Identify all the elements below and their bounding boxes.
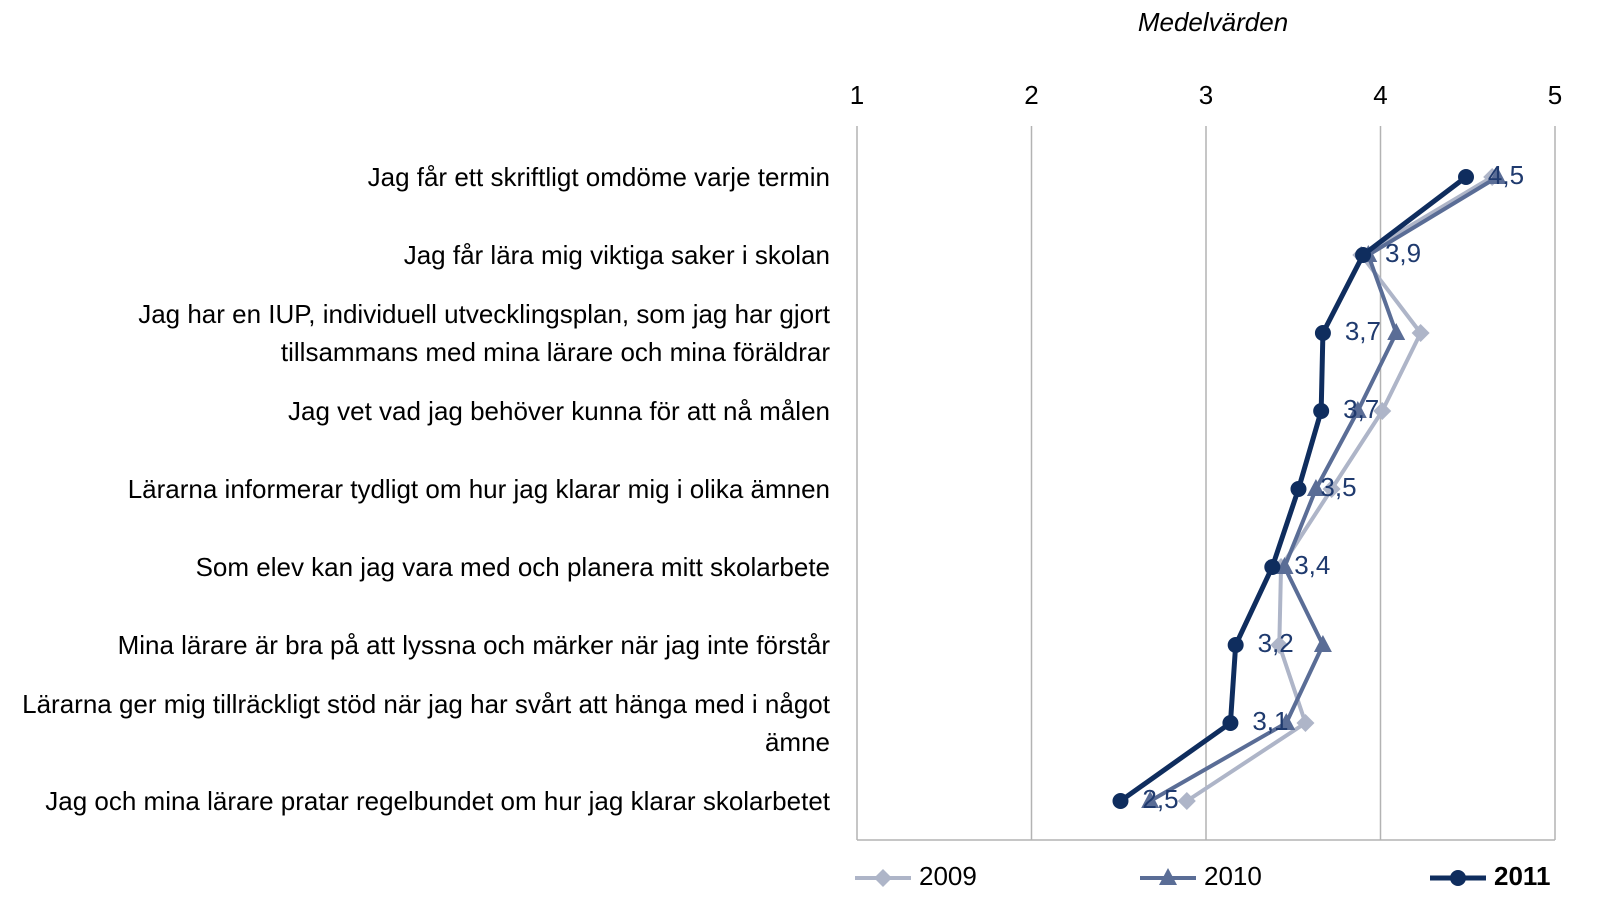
- marker: [1387, 323, 1406, 340]
- x-tick-label: 5: [1548, 80, 1562, 110]
- marker: [1277, 713, 1296, 730]
- legend-label: 2011: [1494, 861, 1550, 891]
- data-label: 2,5: [1142, 784, 1178, 814]
- data-label: 3,9: [1385, 238, 1421, 268]
- marker: [1141, 791, 1160, 808]
- marker: [1159, 868, 1177, 885]
- marker: [1458, 169, 1475, 185]
- marker: [1322, 480, 1341, 498]
- marker: [1112, 793, 1129, 809]
- category-label: Jag får lära mig viktiga saker i skolan: [403, 240, 830, 270]
- marker: [1222, 715, 1239, 731]
- marker: [1314, 325, 1331, 341]
- data-label: 3,4: [1294, 550, 1330, 580]
- marker: [1306, 479, 1325, 496]
- x-tick-label: 4: [1373, 80, 1387, 110]
- marker: [1227, 637, 1244, 653]
- x-tick-label: 2: [1024, 80, 1038, 110]
- x-tick-label: 1: [850, 80, 864, 110]
- data-label: 4,5: [1488, 160, 1524, 190]
- marker: [1177, 792, 1196, 810]
- marker: [1373, 402, 1392, 420]
- marker: [874, 869, 892, 887]
- marker: [1290, 481, 1307, 497]
- legend-label: 2010: [1204, 861, 1262, 891]
- x-tick-label: 3: [1199, 80, 1213, 110]
- legend-label: 2009: [919, 861, 977, 891]
- data-label: 3,2: [1258, 628, 1294, 658]
- marker: [1296, 714, 1315, 732]
- data-label: 3,5: [1320, 472, 1356, 502]
- marker: [1264, 559, 1281, 575]
- category-label: Jag får ett skriftligt omdöme varje term…: [367, 162, 830, 192]
- marker: [1270, 636, 1289, 654]
- category-label: Mina lärare är bra på att lyssna och mär…: [117, 630, 830, 660]
- marker: [1488, 167, 1507, 184]
- category-label: Jag har en IUP, individuell utvecklingsp…: [138, 299, 830, 367]
- marker: [1450, 870, 1466, 886]
- marker: [1313, 403, 1330, 419]
- marker: [1348, 401, 1367, 418]
- category-label: Lärarna informerar tydligt om hur jag kl…: [127, 474, 830, 504]
- category-label: Lärarna ger mig tillräckligt stöd när ja…: [22, 689, 830, 757]
- category-label: Jag och mina lärare pratar regelbundet o…: [45, 786, 830, 816]
- data-label: 3,7: [1345, 316, 1381, 346]
- marker: [1313, 635, 1332, 652]
- category-label: Jag vet vad jag behöver kunna för att nå…: [287, 396, 830, 426]
- category-label: Som elev kan jag vara med och planera mi…: [195, 552, 830, 582]
- axis-title: Medelvärden: [1138, 7, 1288, 37]
- marker: [1411, 324, 1430, 342]
- marker: [1355, 247, 1372, 263]
- data-label: 3,7: [1343, 394, 1379, 424]
- marker: [1275, 557, 1294, 574]
- data-label: 3,1: [1252, 706, 1288, 736]
